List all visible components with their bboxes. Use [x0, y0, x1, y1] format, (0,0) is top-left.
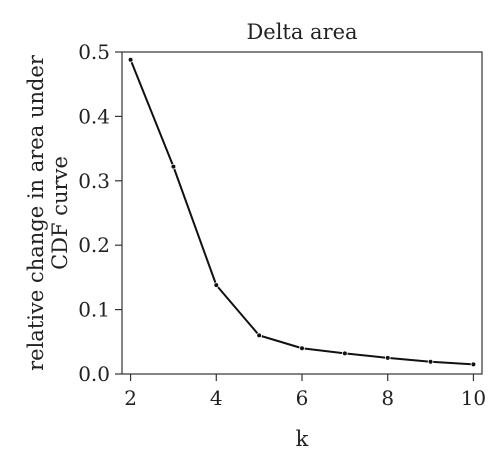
chart-title: Delta area	[246, 20, 357, 44]
data-point	[127, 56, 134, 63]
x-tick-label: 10	[461, 386, 486, 410]
y-tick-label: 0.0	[78, 362, 110, 386]
plot-area-frame	[121, 51, 483, 375]
y-tick-label: 0.4	[78, 104, 110, 128]
x-tick-label: 6	[296, 386, 309, 410]
series-line	[129, 59, 474, 366]
y-axis: 0.0 0.1 0.2 0.3 0.4 0.5	[78, 40, 122, 386]
y-axis-label-line-1: relative change in area under	[24, 54, 48, 371]
x-tick-label: 4	[210, 386, 223, 410]
x-tick-label: 2	[124, 386, 137, 410]
data-point	[384, 355, 391, 361]
y-axis-label-line-2: CDF curve	[48, 156, 72, 270]
data-point	[213, 282, 220, 288]
series-layer	[127, 56, 477, 368]
data-point	[427, 358, 434, 365]
y-tick-label: 0.1	[78, 298, 110, 322]
y-tick-label: 0.5	[78, 40, 110, 64]
x-tick-label: 8	[381, 386, 394, 410]
data-point	[470, 361, 477, 368]
y-tick-label: 0.2	[78, 233, 110, 257]
x-axis: 2 4 6 8 10	[124, 374, 486, 410]
x-axis-label: k	[296, 427, 309, 451]
data-point	[342, 350, 348, 357]
data-point	[256, 332, 262, 339]
data-point	[170, 163, 177, 170]
data-point	[299, 345, 305, 352]
y-tick-label: 0.3	[78, 169, 110, 193]
